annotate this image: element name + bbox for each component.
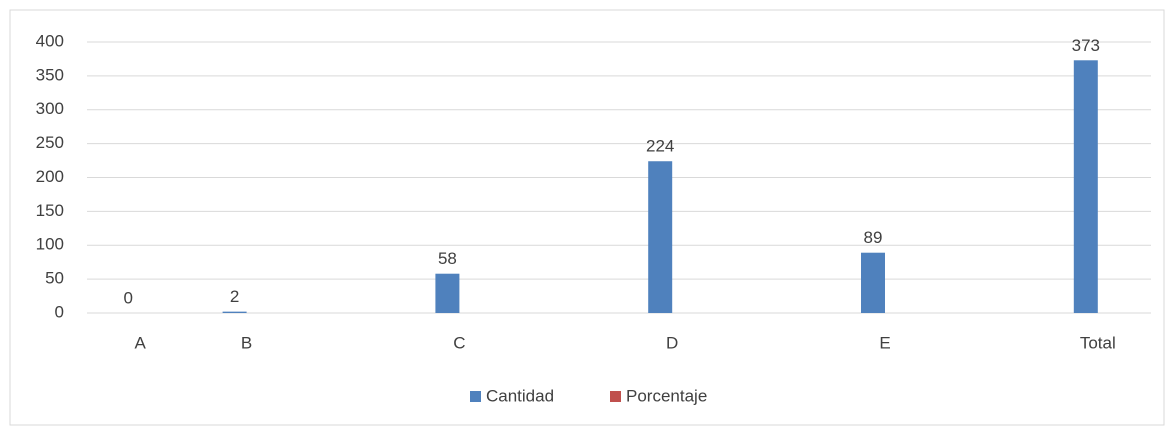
y-tick-label: 350 (36, 65, 64, 84)
y-tick-label: 200 (36, 167, 64, 186)
x-tick-label: E (879, 333, 890, 352)
data-label: 373 (1072, 36, 1100, 55)
legend-label: Cantidad (486, 386, 554, 405)
y-tick-label: 0 (55, 302, 64, 321)
chart-border (9, 9, 1165, 426)
x-tick-label: D (666, 333, 678, 352)
data-label: 58 (438, 249, 457, 268)
bar (648, 161, 673, 313)
x-tick-label: B (241, 333, 252, 352)
data-label: 2 (230, 287, 239, 306)
y-tick-label: 400 (36, 31, 64, 50)
bar (222, 311, 247, 313)
y-tick-label: 100 (36, 235, 64, 254)
x-tick-label: A (135, 333, 147, 352)
data-label: 224 (646, 137, 674, 156)
data-label: 89 (864, 228, 883, 247)
x-tick-label: Total (1080, 333, 1116, 352)
data-label: 0 (123, 288, 132, 307)
legend-swatch (470, 391, 481, 402)
legend-label: Porcentaje (626, 386, 707, 405)
y-tick-label: 150 (36, 201, 64, 220)
bar (435, 273, 460, 313)
legend-swatch (610, 391, 621, 402)
x-tick-label: C (453, 333, 465, 352)
y-tick-label: 250 (36, 133, 64, 152)
y-tick-label: 300 (36, 99, 64, 118)
bar (1073, 60, 1098, 314)
bar (861, 252, 885, 313)
y-tick-label: 50 (45, 269, 64, 288)
